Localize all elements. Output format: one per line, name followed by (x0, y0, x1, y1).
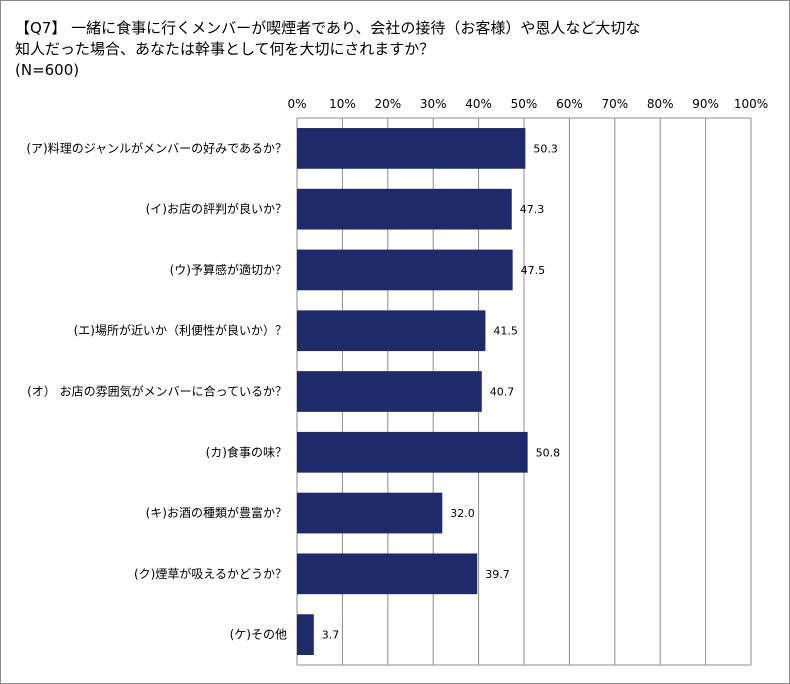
x-tick-label: 20% (374, 97, 401, 111)
category-label: (キ)お酒の種類が豊富か？ (146, 505, 287, 520)
x-tick-label: 10% (329, 97, 356, 111)
x-tick-label: 30% (420, 97, 447, 111)
bar (297, 188, 512, 230)
x-tick-label: 60% (556, 97, 583, 111)
bar (297, 553, 478, 595)
category-label: (カ)食事の味？ (206, 444, 287, 459)
category-label: (イ)お店の評判が良いか？ (146, 201, 287, 216)
category-label: (ク)煙草が吸えるかどうか？ (134, 566, 287, 581)
title-line-1: 【Q7】 一緒に食事に行くメンバーが喫煙者であり、会社の接待（お客様）や恩人など… (15, 19, 641, 37)
x-tick-labels: 0% 10% 20% 30% 40% 50% 60% 70% 80% 90% 100% (287, 97, 768, 111)
x-tick-label: 80% (647, 97, 674, 111)
chart-subtitle: (N=600) (15, 61, 80, 79)
data-label: 50.8 (536, 446, 561, 459)
category-label: (オ） お店の雰囲気がメンバーに合っているか？ (27, 384, 287, 399)
x-tick-label: 50% (511, 97, 538, 111)
bar (297, 310, 486, 352)
data-label: 50.3 (533, 142, 558, 155)
x-tick-label: 90% (692, 97, 719, 111)
category-label: (エ)場所が近いか（利便性が良いか）？ (74, 323, 287, 338)
bar (297, 371, 482, 412)
x-tick-label: 100% (734, 97, 768, 111)
x-tick-label: 0% (287, 97, 306, 111)
category-label: (ケ)その他 (230, 628, 287, 642)
data-label: 47.5 (521, 264, 546, 277)
chart-title: 【Q7】 一緒に食事に行くメンバーが喫煙者であり、会社の接待（お客様）や恩人など… (15, 18, 775, 81)
x-tick-label: 70% (601, 97, 628, 111)
title-line-2: 知人だった場合、あなたは幹事として何を大切にされますか？ (15, 40, 435, 58)
x-tick-label: 40% (465, 97, 492, 111)
value-labels: 50.3 47.3 47.5 41.5 40.7 50.8 32.0 39.7 3.7 (322, 142, 560, 641)
bar (297, 128, 526, 169)
bar (297, 614, 314, 655)
data-label: 47.3 (520, 203, 545, 216)
bar (297, 492, 443, 534)
data-label: 39.7 (485, 568, 510, 581)
category-label: (ウ)予算感が適切か？ (170, 262, 287, 277)
data-label: 32.0 (450, 507, 475, 520)
category-labels: (ア)料理のジャンルがメンバーの好みであるか？ (イ)お店の評判が良いか？ (ウ)予… (26, 140, 287, 641)
data-label: 3.7 (322, 629, 340, 642)
bar (297, 249, 513, 291)
data-label: 40.7 (490, 386, 515, 399)
bars (297, 128, 528, 655)
category-label: (ア)料理のジャンルがメンバーの好みであるか？ (26, 140, 287, 155)
bar (297, 431, 528, 473)
data-label: 41.5 (493, 325, 518, 338)
